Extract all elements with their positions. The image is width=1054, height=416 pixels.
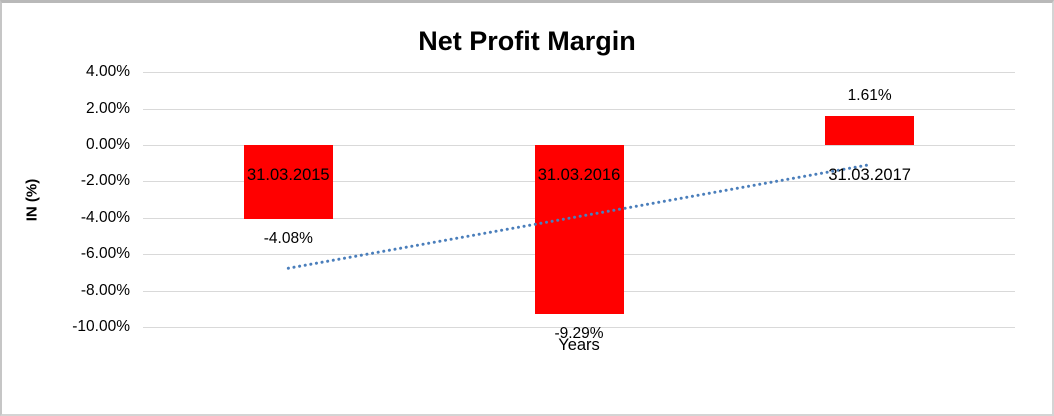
y-axis-title: IN (%) — [23, 178, 41, 222]
bar-31.03.2016[interactable] — [534, 145, 624, 315]
chart-title: Net Profit Margin — [418, 26, 636, 56]
x-axis-title: Years — [558, 336, 600, 354]
y-axis-tick-label: 0.00% — [86, 136, 130, 153]
bar-31.03.2015[interactable] — [243, 145, 333, 220]
linear-trendline[interactable] — [286, 163, 872, 270]
y-axis-tick-label: -8.00% — [80, 281, 130, 299]
category-label: 31.03.2017 — [828, 166, 911, 184]
y-axis-tick-label: -10.00% — [72, 318, 130, 335]
gridline — [143, 108, 1015, 110]
y-axis-tick-label: -2.00% — [80, 172, 130, 190]
gridline — [143, 72, 1015, 74]
y-axis-tick-label: 2.00% — [86, 99, 130, 117]
category-label: 31.03.2016 — [537, 166, 621, 184]
data-label: 1.61% — [847, 86, 892, 104]
data-label: -4.08% — [263, 230, 313, 248]
gridline — [143, 327, 1015, 328]
category-label: 31.03.2015 — [247, 166, 330, 184]
y-axis-tick-label: 4.00% — [86, 63, 130, 81]
y-axis-tick-label: -4.00% — [80, 208, 130, 226]
data-label: -9.29% — [554, 325, 604, 343]
bar-31.03.2017[interactable] — [825, 115, 915, 145]
y-axis-tick-label: -6.00% — [80, 245, 130, 263]
